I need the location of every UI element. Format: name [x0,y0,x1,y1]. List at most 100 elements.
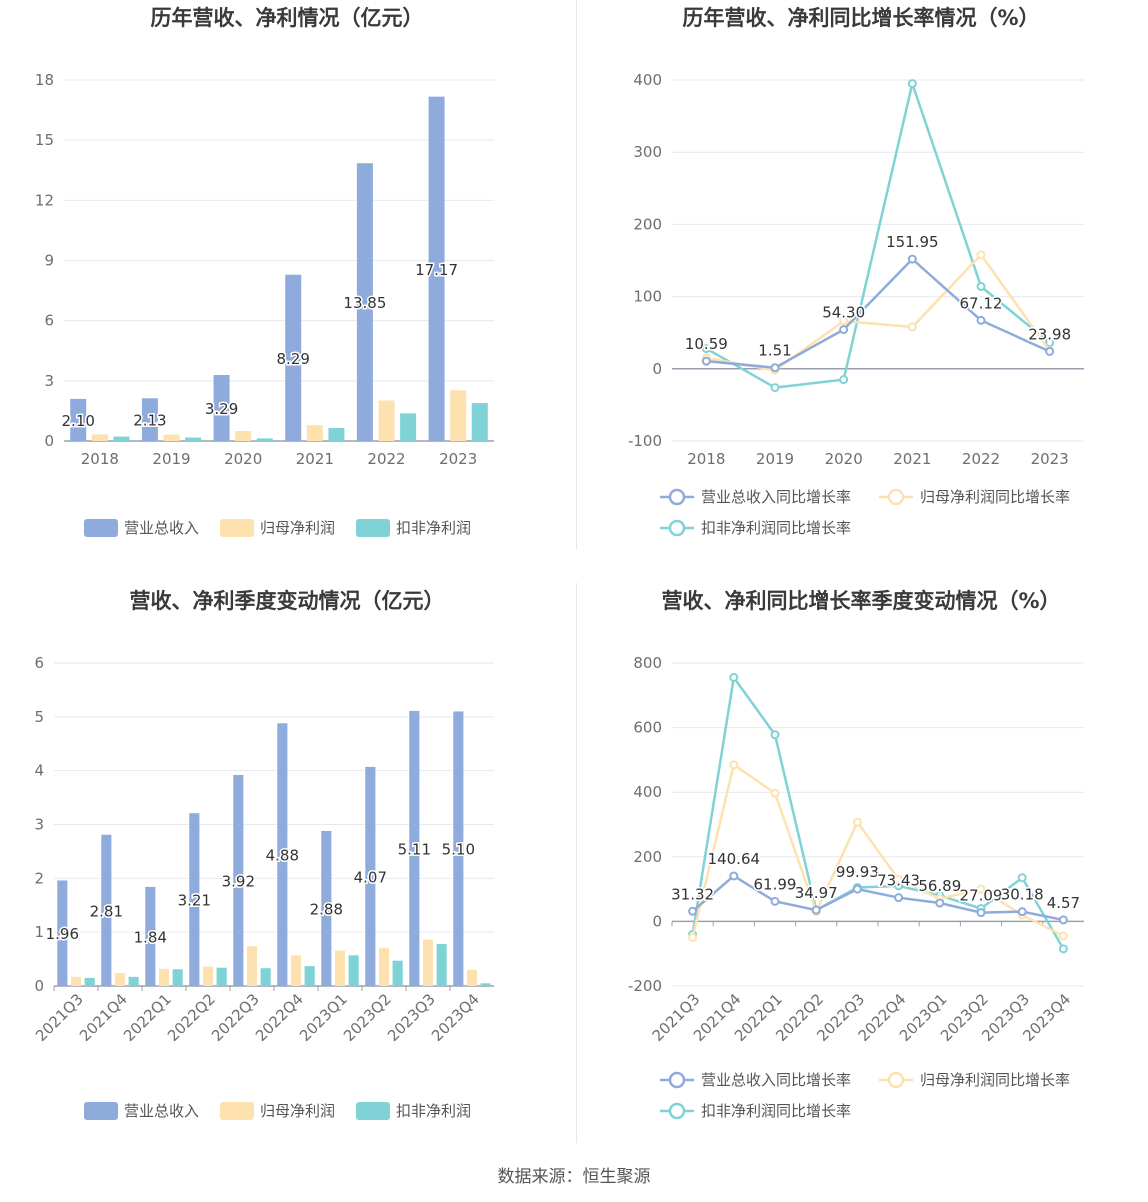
bar-deducted-profit [260,968,271,986]
chart-title: 营收、净利同比增长率季度变动情况（%） [661,589,1061,613]
legend-circle-marker [668,519,686,537]
bar-data-label: 5.11 [398,840,431,858]
bar-revenue [213,375,230,441]
bar-data-label: 3.92 [222,872,255,890]
legend-label: 营业总收入 [124,1102,199,1120]
legend-swatch [84,519,118,537]
legend-label: 归母净利润 [260,519,335,537]
bar-deducted-profit [216,967,227,986]
y-tick-label: 2 [34,869,44,887]
data-point [935,898,945,908]
x-tick-label: 2023Q2 [340,990,395,1045]
vertical-divider [576,583,577,1143]
x-tick-label: 2018 [687,450,725,468]
x-tick-label: 2021Q4 [76,990,131,1045]
data-point [894,874,904,884]
annual-growth-chart: -100 0 100 200 300 400 2018 2019 2020 2021 2022 202… [628,71,1084,537]
bar-data-label: 8.29 [277,350,310,368]
bar-data-label: 1.96 [46,925,79,943]
point-data-label: 10.59 [685,335,728,353]
series-line-net-profit-growth [691,762,1064,938]
x-tick-label: 2023Q1 [296,990,351,1045]
x-tick-label: 2018 [81,450,119,468]
x-tick-label: 2023Q3 [384,990,439,1045]
data-point [907,254,917,264]
bar-revenue [409,710,420,986]
point-data-label: 34.97 [795,884,838,902]
bar-net-profit [290,955,302,986]
bar-deducted-profit [128,976,139,986]
x-tick-label: 2023Q4 [428,990,483,1045]
bar-net-profit [450,390,467,441]
y-tick-label: -200 [628,977,662,995]
bar-deducted-profit [480,983,491,986]
bar-data-label: 2.13 [133,412,166,430]
bar-revenue [453,711,464,986]
y-tick-label: 200 [633,848,662,866]
series-line-revenue-growth [691,874,1064,922]
legend-label: 归母净利润同比增长率 [920,488,1070,506]
bar-deducted-profit [436,944,447,986]
point-data-label: 140.64 [708,850,761,868]
panel-annual-amounts: 历年营收、净利情况（亿元） 0 3 6 9 12 15 18 2018 2019 2020 2021… [0,0,574,580]
point-data-label: 73.43 [877,872,920,890]
legend-swatch [356,1102,390,1120]
chart-title: 历年营收、净利情况（亿元） [150,6,424,30]
data-point [907,322,917,332]
bar-revenue [277,723,288,986]
legend-circle-marker [887,1071,905,1089]
x-tick-label: 2022 [367,450,405,468]
legend-label: 归母净利润 [260,1102,335,1120]
x-tick-label: 2022 [962,450,1000,468]
bar-revenue [189,813,200,986]
bar-deducted-profit [172,969,183,986]
data-point [729,673,739,683]
x-tick-label: 2020 [224,450,262,468]
legend-label: 扣非净利润同比增长率 [701,519,851,537]
data-point [688,933,698,943]
data-point [770,383,780,393]
data-point [1017,873,1027,883]
data-point [1017,907,1027,917]
series-line-net-profit-growth [706,252,1051,372]
point-data-label: 99.93 [836,863,879,881]
data-point [894,893,904,903]
legend-label: 营业总收入同比增长率 [701,1071,851,1089]
data-point [1058,915,1068,925]
legend-label: 扣非净利润 [396,1102,471,1120]
bar-data-label: 3.29 [205,400,238,418]
x-tick-label: 2021 [296,450,334,468]
series-line-deducted-profit-growth [691,674,1065,950]
data-point [770,363,780,373]
point-data-label: 1.51 [758,342,791,360]
y-tick-label: 0 [34,977,44,995]
point-data-label: 30.18 [1001,886,1044,904]
data-point [701,356,711,366]
bar-deducted-profit [113,436,130,441]
bar-net-profit [306,425,323,441]
quarterly-amounts-chart: 01234562021Q32021Q42022Q12022Q22022Q3202… [32,654,494,1120]
legend-circle-marker [668,1102,686,1120]
bar-net-profit [378,400,395,441]
x-tick-label: 2021Q3 [32,990,87,1045]
bar-data-label: 2.81 [90,902,123,920]
x-tick-label: 2019 [756,450,794,468]
y-tick-label: 200 [633,215,662,233]
bar-net-profit [334,950,346,986]
bar-net-profit [202,966,214,986]
bar-net-profit [246,946,258,986]
data-point [729,760,739,770]
legend-circle-marker [668,1071,686,1089]
y-tick-label: 400 [633,783,662,801]
data-point [839,325,849,335]
bar-revenue [356,163,373,441]
data-point [976,281,986,291]
y-tick-label: 5 [34,708,44,726]
point-data-label: 151.95 [886,233,939,251]
bar-deducted-profit [256,438,273,441]
bar-deducted-profit [328,427,345,441]
bar-revenue [365,766,376,986]
bar-net-profit [158,968,170,986]
bar-deducted-profit [185,437,202,441]
bar-net-profit [163,434,180,441]
